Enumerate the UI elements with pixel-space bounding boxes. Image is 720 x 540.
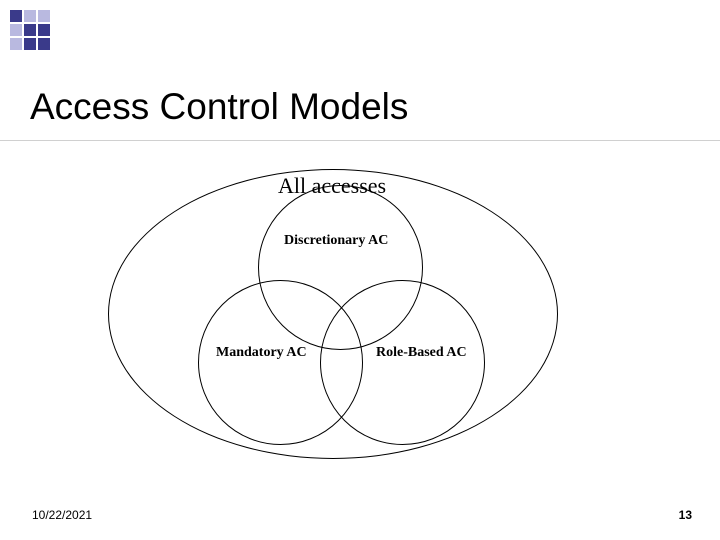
title-underline: [0, 140, 720, 141]
footer-date: 10/22/2021: [32, 508, 92, 522]
circle-role-based: [320, 280, 485, 445]
footer-page-number: 13: [679, 508, 692, 522]
decor-square: [38, 38, 50, 50]
venn-diagram: All accesses Discretionary AC Mandatory …: [0, 145, 720, 485]
label-role-based: Role-Based AC: [376, 345, 467, 361]
corner-decoration: [10, 10, 50, 50]
decor-square: [24, 38, 36, 50]
decor-square: [38, 24, 50, 36]
label-mandatory: Mandatory AC: [216, 345, 307, 361]
slide-title: Access Control Models: [30, 86, 408, 128]
decor-square: [10, 24, 22, 36]
decor-square: [10, 10, 22, 22]
decor-square: [24, 10, 36, 22]
label-discretionary: Discretionary AC: [284, 233, 388, 249]
decor-square: [24, 24, 36, 36]
decor-square: [10, 38, 22, 50]
decor-square: [38, 10, 50, 22]
